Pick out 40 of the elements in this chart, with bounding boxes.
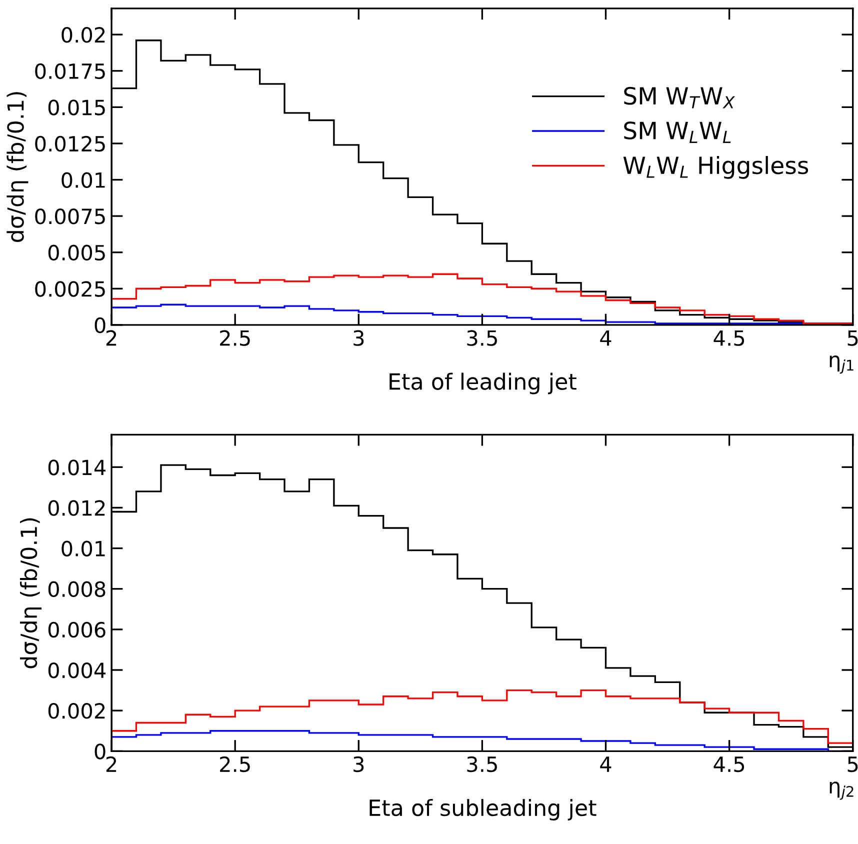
x-tick-label: 4.5 [714,756,744,772]
y-tick-label: 0 [94,744,106,760]
y-tick-label: 0.0025 [35,281,105,297]
y-tick-label: 0.014 [48,460,106,476]
y-tick-label: 0.004 [48,662,106,678]
y-tick-label: 0.005 [48,244,105,261]
text: Eta of subleading jet [370,798,596,820]
x-tick-label: 3 [354,756,364,772]
x-axis-title: η$_{j2}$ [830,782,854,800]
y-tick-label: 0.02 [62,27,105,43]
x-tick-label: 5 [848,756,858,772]
y-tick-label: 0 [94,317,106,334]
x-tick-label: 2.5 [220,756,250,772]
y-tick-label: 0.01 [62,172,105,188]
text: Eta of leading jet [390,372,576,394]
x-tick-label: 2 [106,330,116,346]
y-axis-title: dσ/dη (fb/0.1) [20,518,42,668]
x-tick-label: 3 [354,330,364,346]
x-tick-label: 3.5 [467,756,497,772]
legend-label: W$_{L}$W$_{L}$ Higgsless [623,156,808,179]
y-tick-label: 0.008 [48,581,106,598]
y-tick-label: 0.012 [48,500,105,516]
x-axis-title: η$_{j1}$ [830,355,854,374]
legend-label: SM W$_{T}$W$_{X}$ [624,86,735,108]
x-tick-label: 4 [600,756,612,772]
y-tick-label: 0.01 [62,540,105,556]
y-tick-label: 0.0125 [35,136,105,152]
x-tick-label: 2 [106,756,116,772]
y-tick-label: 0.006 [48,622,106,638]
x-tick-label: 3.5 [467,330,497,346]
legend-label: SM W$_{L}$W$_{L}$ [624,122,731,143]
y-tick-label: 0.002 [48,703,105,719]
y-axis-title: dσ/dη (fb/0.1) [6,92,28,242]
y-tick-label: 0.0075 [35,208,105,224]
x-tick-label: 2.5 [220,330,250,346]
y-tick-label: 0.0175 [35,63,105,80]
x-tick-label: 5 [848,330,858,346]
x-tick-label: 4.5 [714,330,744,346]
x-tick-label: 4 [600,330,612,346]
y-tick-label: 0.015 [48,100,105,116]
